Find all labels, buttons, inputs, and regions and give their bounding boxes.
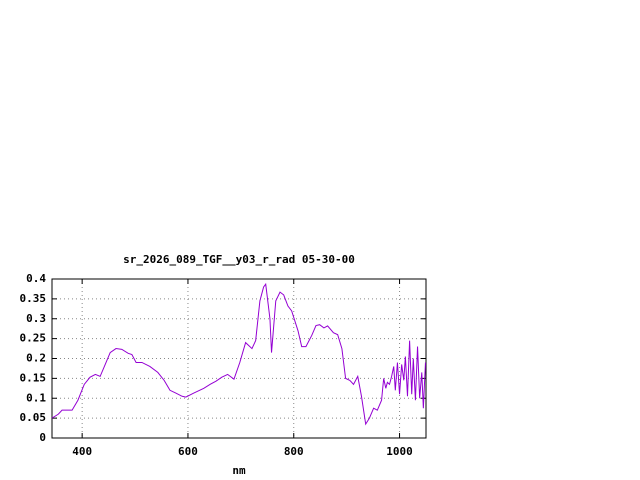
x-tick-label: 1000 xyxy=(386,445,413,458)
y-tick-label: 0.1 xyxy=(26,391,46,404)
data-line xyxy=(51,282,426,426)
y-tick-label: 0.25 xyxy=(20,332,47,345)
y-tick-label: 0.3 xyxy=(26,312,46,325)
plot-border xyxy=(51,278,427,439)
x-tick-label: 800 xyxy=(284,445,304,458)
chart-title: sr_2026_089_TGF__y03_r_rad 05-30-00 xyxy=(123,253,355,266)
y-tick-label: 0.35 xyxy=(20,292,47,305)
y-tick-label: 0 xyxy=(39,431,46,444)
x-tick-label: 400 xyxy=(72,445,92,458)
x-tick-label: 600 xyxy=(178,445,198,458)
x-axis-label: nm xyxy=(232,464,246,477)
y-tick-label: 0.2 xyxy=(26,352,46,365)
y-tick-label: 0.05 xyxy=(20,411,47,424)
y-tick-label: 0.4 xyxy=(26,272,46,285)
y-tick-label: 0.15 xyxy=(20,371,47,384)
